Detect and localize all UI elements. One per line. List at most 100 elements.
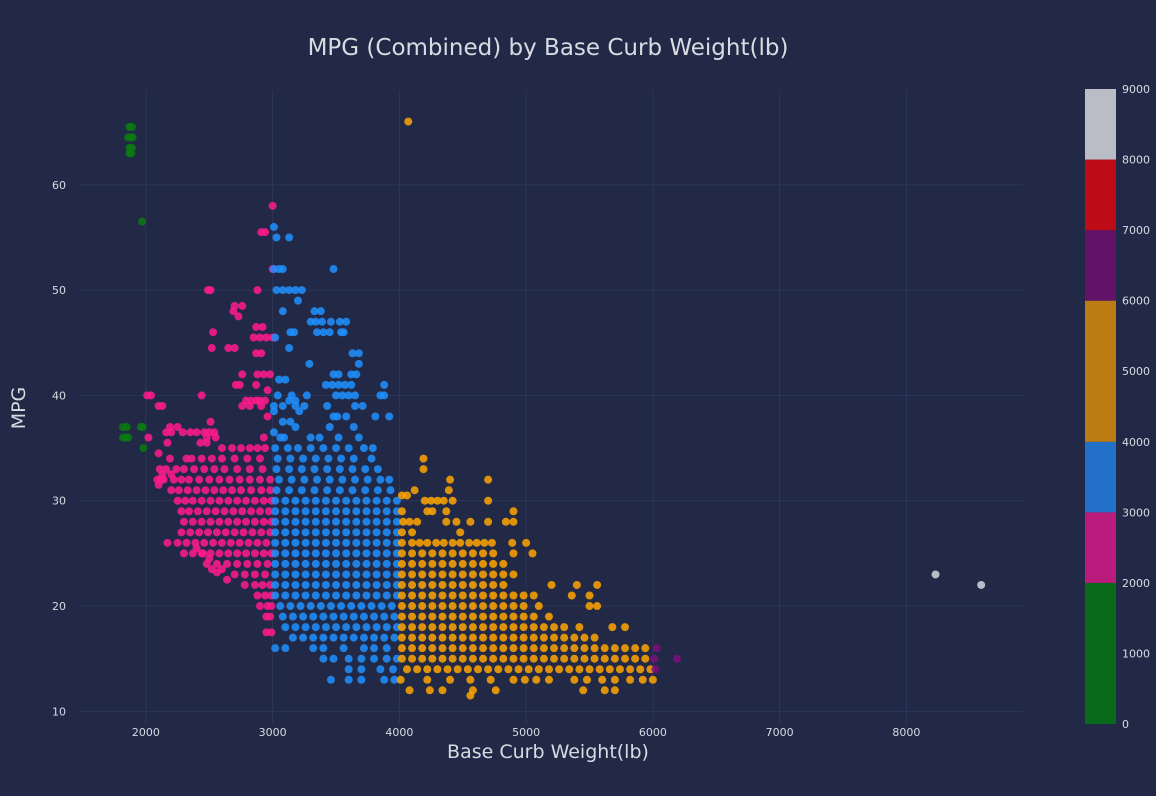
data-point bbox=[372, 507, 381, 516]
data-point bbox=[418, 612, 427, 621]
data-point bbox=[439, 496, 448, 505]
data-point bbox=[575, 665, 584, 674]
data-point bbox=[309, 633, 318, 642]
data-point bbox=[290, 328, 299, 337]
data-point bbox=[271, 644, 280, 653]
data-point bbox=[354, 433, 363, 442]
data-point bbox=[376, 475, 385, 484]
data-point bbox=[342, 591, 351, 600]
data-point bbox=[154, 449, 163, 458]
data-point bbox=[344, 665, 353, 674]
data-point bbox=[342, 507, 351, 516]
data-point bbox=[397, 538, 406, 547]
data-point bbox=[248, 528, 257, 537]
data-point bbox=[173, 538, 182, 547]
data-point bbox=[372, 559, 381, 568]
data-point bbox=[448, 591, 457, 600]
data-point bbox=[370, 633, 379, 642]
data-point bbox=[484, 496, 493, 505]
data-point bbox=[539, 644, 548, 653]
data-point bbox=[419, 465, 428, 474]
data-point bbox=[212, 559, 221, 568]
data-point bbox=[452, 517, 461, 526]
data-point bbox=[529, 591, 538, 600]
data-point bbox=[224, 496, 233, 505]
data-point bbox=[335, 465, 344, 474]
data-point bbox=[247, 486, 256, 495]
grid bbox=[80, 90, 1023, 724]
data-point bbox=[332, 391, 341, 400]
data-point bbox=[404, 117, 413, 126]
scatter-points bbox=[119, 117, 986, 700]
data-point bbox=[494, 665, 503, 674]
data-point bbox=[626, 675, 635, 684]
data-point bbox=[323, 486, 332, 495]
data-point bbox=[349, 423, 358, 432]
data-point bbox=[324, 454, 333, 463]
data-point bbox=[334, 380, 343, 389]
data-point bbox=[291, 286, 300, 295]
data-point bbox=[243, 454, 252, 463]
data-point bbox=[271, 444, 280, 453]
data-point bbox=[276, 602, 285, 611]
data-point bbox=[544, 665, 553, 674]
data-point bbox=[438, 623, 447, 632]
data-point bbox=[427, 496, 436, 505]
data-point bbox=[311, 517, 320, 526]
data-point bbox=[408, 549, 417, 558]
data-point bbox=[456, 538, 465, 547]
data-point bbox=[362, 580, 371, 589]
data-point bbox=[357, 654, 366, 663]
data-point bbox=[311, 591, 320, 600]
data-point bbox=[238, 370, 247, 379]
data-point bbox=[550, 644, 559, 653]
data-point bbox=[339, 328, 348, 337]
data-point bbox=[281, 644, 290, 653]
data-point bbox=[285, 465, 294, 474]
data-point bbox=[408, 612, 417, 621]
data-point bbox=[610, 675, 619, 684]
data-point bbox=[219, 486, 228, 495]
data-point bbox=[245, 444, 254, 453]
data-point bbox=[188, 517, 197, 526]
data-point bbox=[201, 486, 210, 495]
data-point bbox=[278, 401, 287, 410]
data-point bbox=[332, 559, 341, 568]
data-point bbox=[291, 538, 300, 547]
data-point bbox=[570, 654, 579, 663]
data-point bbox=[580, 654, 589, 663]
data-point bbox=[301, 559, 310, 568]
data-point bbox=[489, 623, 498, 632]
data-point bbox=[212, 528, 221, 537]
y-tick-label: 60 bbox=[52, 179, 66, 192]
data-point bbox=[321, 559, 330, 568]
data-point bbox=[418, 559, 427, 568]
data-point bbox=[332, 549, 341, 558]
data-point bbox=[177, 507, 186, 516]
data-point bbox=[468, 580, 477, 589]
data-point bbox=[272, 486, 281, 495]
data-point bbox=[423, 538, 432, 547]
data-point bbox=[210, 465, 219, 474]
data-point bbox=[489, 559, 498, 568]
data-point bbox=[408, 654, 417, 663]
data-point bbox=[605, 665, 614, 674]
data-point bbox=[299, 612, 308, 621]
data-point bbox=[177, 528, 186, 537]
data-point bbox=[299, 633, 308, 642]
data-point bbox=[458, 602, 467, 611]
data-point bbox=[438, 686, 447, 695]
x-tick-label: 5000 bbox=[512, 726, 540, 739]
data-point bbox=[268, 201, 277, 210]
data-point bbox=[418, 623, 427, 632]
data-point bbox=[397, 580, 406, 589]
data-point bbox=[271, 559, 280, 568]
data-point bbox=[252, 380, 261, 389]
data-point bbox=[195, 475, 204, 484]
data-point bbox=[397, 528, 406, 537]
data-point bbox=[179, 549, 188, 558]
data-point bbox=[344, 675, 353, 684]
data-point bbox=[509, 602, 518, 611]
data-point bbox=[281, 517, 290, 526]
data-point bbox=[458, 570, 467, 579]
